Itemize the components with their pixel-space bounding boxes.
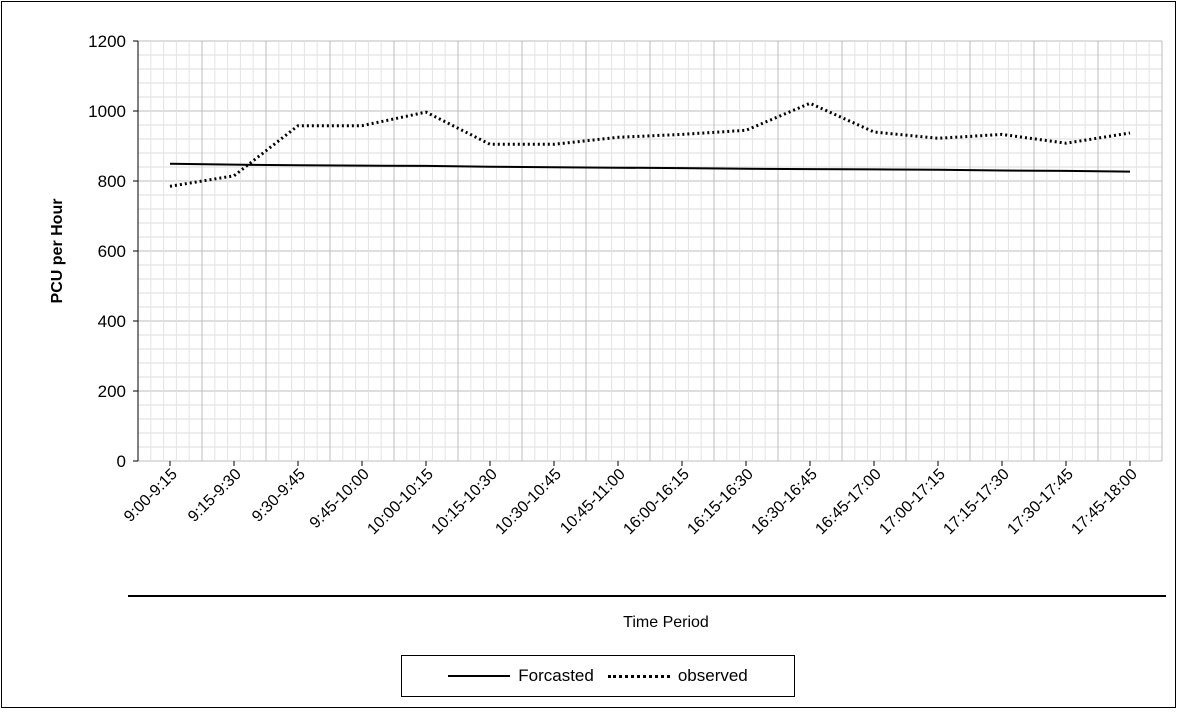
- x-tick-label: 9:45-10:00: [307, 466, 373, 532]
- legend: Forcasted observed: [401, 655, 795, 697]
- legend-swatch-solid: [448, 675, 510, 677]
- x-tick-label: 9:00-9:15: [121, 466, 181, 526]
- y-tick-label: 200: [98, 382, 126, 401]
- x-tick-label: 17:30-17:45: [1004, 466, 1076, 538]
- x-tick-label: 16:15-16:30: [684, 466, 756, 538]
- x-tick-label: 17:15-17:30: [940, 466, 1012, 538]
- x-tick-label: 16:45-17:00: [812, 466, 884, 538]
- x-tick-label: 10:45-11:00: [557, 466, 629, 538]
- y-tick-label: 0: [117, 452, 126, 471]
- x-tick-label: 9:30-9:45: [249, 466, 309, 526]
- y-tick-label: 800: [98, 172, 126, 191]
- x-tick-label: 17:45-18:00: [1068, 466, 1140, 538]
- legend-item-forcasted: Forcasted: [448, 666, 594, 686]
- y-axis-ticks: 0 200 400 600 800 1000 1200: [88, 32, 138, 471]
- y-tick-label: 1200: [88, 32, 126, 51]
- x-tick-label: 9:15-9:30: [185, 466, 245, 526]
- y-tick-label: 600: [98, 242, 126, 261]
- legend-label-forcasted: Forcasted: [518, 666, 594, 686]
- legend-item-observed: observed: [608, 666, 748, 686]
- x-tick-label: 17:00-17:15: [876, 466, 948, 538]
- legend-label-observed: observed: [678, 666, 748, 686]
- x-tick-label: 10:30-10:45: [492, 466, 564, 538]
- y-axis-title: PCU per Hour: [49, 199, 66, 304]
- x-tick-label: 16:00-16:15: [620, 466, 692, 538]
- x-tick-label: 16:30-16:45: [748, 466, 820, 538]
- gridlines: [138, 41, 1162, 461]
- x-tick-label: 10:15-10:30: [428, 466, 500, 538]
- y-tick-label: 400: [98, 312, 126, 331]
- legend-swatch-dotted: [608, 675, 670, 678]
- x-axis-title: Time Period: [623, 614, 709, 631]
- y-tick-label: 1000: [88, 102, 126, 121]
- x-tick-label: 10:00-10:15: [364, 466, 436, 538]
